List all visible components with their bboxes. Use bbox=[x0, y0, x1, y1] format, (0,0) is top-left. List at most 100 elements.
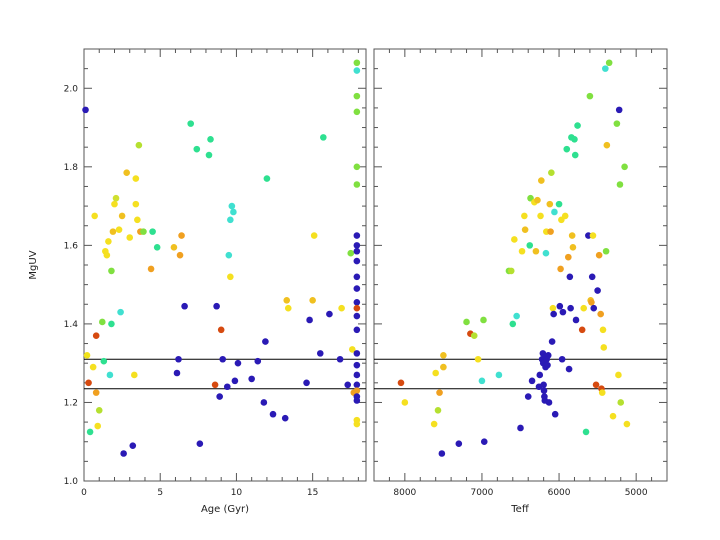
left-data-point bbox=[217, 326, 225, 334]
right-data-point bbox=[536, 371, 544, 379]
left-data-point bbox=[132, 175, 140, 182]
right-data-point bbox=[524, 393, 532, 400]
right-data-point bbox=[615, 106, 623, 114]
left-data-point bbox=[181, 302, 188, 310]
right-data-point bbox=[507, 267, 515, 275]
left-data-point bbox=[147, 265, 155, 273]
left-y-tick-label: 1.8 bbox=[64, 163, 79, 173]
left-data-point bbox=[353, 67, 361, 74]
left-data-point bbox=[260, 399, 268, 406]
right-data-point bbox=[588, 273, 596, 281]
right-data-point bbox=[600, 344, 608, 351]
left-data-point bbox=[353, 273, 361, 281]
left-data-point bbox=[123, 169, 130, 177]
left-x-tick-label: 15 bbox=[307, 488, 318, 498]
right-data-point bbox=[561, 212, 569, 220]
left-y-tick-label: 1.0 bbox=[64, 477, 79, 487]
left-data-point bbox=[129, 442, 137, 449]
right-data-point bbox=[602, 65, 609, 72]
right-data-point bbox=[542, 249, 550, 257]
left-data-point bbox=[196, 440, 204, 447]
right-data-point bbox=[557, 265, 564, 273]
right-data-point bbox=[566, 273, 574, 281]
left-data-point bbox=[254, 357, 262, 365]
right-data-point bbox=[526, 242, 534, 249]
right-data-point bbox=[513, 312, 520, 320]
left-data-point bbox=[149, 228, 156, 235]
right-panel-teff: 8000 7000 6000 5000 Teff bbox=[373, 48, 668, 515]
left-data-point bbox=[120, 450, 127, 457]
right-x-tick-label: 6000 bbox=[548, 488, 571, 498]
left-data-point bbox=[82, 106, 89, 114]
left-data-point bbox=[95, 407, 103, 414]
left-data-point bbox=[173, 369, 181, 377]
left-data-point bbox=[353, 299, 361, 306]
left-data-point bbox=[230, 208, 237, 216]
right-data-point bbox=[548, 338, 556, 345]
right-data-point bbox=[589, 232, 597, 239]
left-data-point bbox=[228, 202, 236, 210]
left-data-point bbox=[223, 383, 231, 391]
right-data-point bbox=[603, 141, 611, 149]
right-data-point bbox=[568, 232, 576, 239]
left-data-points bbox=[82, 59, 361, 457]
left-data-point bbox=[320, 134, 327, 141]
right-data-point bbox=[571, 151, 579, 159]
right-data-point bbox=[470, 332, 478, 339]
right-data-point bbox=[559, 308, 567, 316]
right-data-point bbox=[594, 287, 601, 294]
left-x-axis-label: Age (Gyr) bbox=[201, 504, 249, 515]
left-data-point bbox=[248, 375, 255, 383]
right-data-point bbox=[538, 177, 545, 184]
left-data-point bbox=[234, 359, 242, 367]
right-data-point bbox=[478, 377, 486, 385]
left-data-point bbox=[227, 216, 234, 224]
left-data-point bbox=[91, 212, 98, 220]
right-data-point bbox=[480, 438, 488, 446]
left-data-point bbox=[281, 414, 289, 422]
left-x-tick-label: 0 bbox=[81, 488, 87, 498]
right-data-point bbox=[474, 355, 482, 363]
left-data-point bbox=[89, 363, 97, 371]
right-data-point bbox=[580, 304, 588, 312]
left-data-point bbox=[353, 350, 361, 357]
right-data-point bbox=[532, 247, 540, 255]
right-data-point bbox=[549, 304, 557, 312]
right-data-point bbox=[567, 304, 574, 312]
left-data-point bbox=[94, 422, 102, 430]
right-data-point bbox=[537, 212, 544, 220]
right-data-point bbox=[602, 247, 610, 255]
right-data-point bbox=[432, 369, 439, 377]
right-data-point bbox=[397, 379, 405, 387]
left-data-point bbox=[106, 371, 114, 379]
right-data-point bbox=[540, 387, 548, 394]
right-data-point bbox=[563, 145, 571, 153]
left-data-point bbox=[140, 228, 147, 235]
right-data-point bbox=[546, 200, 554, 208]
left-data-point bbox=[100, 357, 108, 365]
left-data-point bbox=[175, 355, 182, 363]
left-data-point bbox=[92, 332, 100, 339]
right-data-point bbox=[551, 208, 558, 216]
right-x-axis-label: Teff bbox=[510, 504, 530, 515]
right-data-point bbox=[550, 310, 557, 318]
left-data-point bbox=[310, 232, 318, 239]
left-data-point bbox=[353, 232, 361, 239]
left-y-tick-label: 1.2 bbox=[64, 398, 78, 408]
right-data-point bbox=[521, 212, 528, 220]
left-data-point bbox=[353, 181, 361, 188]
right-data-point bbox=[609, 412, 617, 420]
left-y-tick-label: 2.0 bbox=[64, 84, 79, 94]
right-data-point bbox=[534, 196, 541, 204]
left-panel-age: 1.0 1.2 1.4 1.6 1.8 2.0 0 5 10 15 Age (Gyr) MgUV bbox=[28, 48, 367, 515]
right-data-point bbox=[430, 420, 438, 428]
left-data-point bbox=[353, 397, 361, 404]
left-data-point bbox=[347, 249, 355, 257]
left-data-point bbox=[211, 381, 219, 389]
left-data-point bbox=[283, 297, 291, 304]
right-data-point bbox=[555, 200, 563, 208]
left-data-point bbox=[344, 381, 352, 389]
right-data-point bbox=[595, 251, 603, 259]
